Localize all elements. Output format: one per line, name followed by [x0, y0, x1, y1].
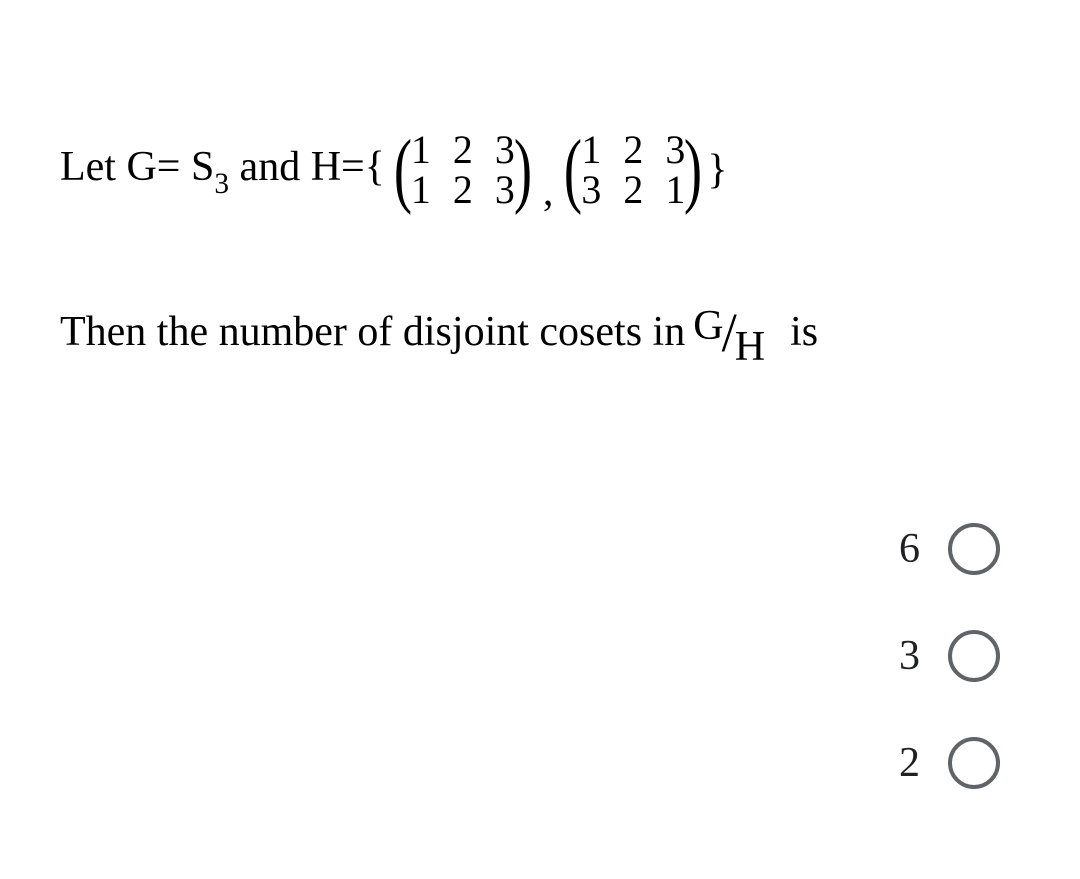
left-paren-icon: ( — [564, 136, 582, 203]
matrix-1: ( 1 2 3 1 2 3 ) — [389, 130, 537, 210]
radio-icon[interactable] — [948, 630, 1000, 682]
left-paren-icon: ( — [394, 136, 412, 203]
quotient-fraction: G / H — [693, 300, 765, 366]
option-row[interactable]: 2 — [899, 737, 1000, 789]
option-row[interactable]: 3 — [899, 630, 1000, 682]
radio-icon[interactable] — [948, 523, 1000, 575]
question-line-1: Let G= S3 and H={ ( 1 2 3 1 2 3 ) , ( — [60, 130, 1020, 210]
matrix-separator: , — [543, 167, 554, 217]
option-label: 6 — [899, 525, 920, 573]
closing-brace: } — [707, 145, 727, 195]
options-container: 6 3 2 — [899, 523, 1000, 789]
option-label: 3 — [899, 632, 920, 680]
radio-icon[interactable] — [948, 737, 1000, 789]
right-paren-icon: ) — [684, 136, 702, 203]
option-label: 2 — [899, 739, 920, 787]
right-paren-icon: ) — [514, 136, 532, 203]
text-then: Then the number of disjoint cosets in — [60, 307, 685, 357]
matrix-set: ( 1 2 3 1 2 3 ) , ( 1 2 — [389, 130, 728, 210]
text-is: is — [769, 307, 818, 357]
question-line-2: Then the number of disjoint cosets in G … — [60, 300, 1020, 366]
text-let-g: Let G= S3 and H={ — [60, 142, 385, 199]
option-row[interactable]: 6 — [899, 523, 1000, 575]
matrix-2: ( 1 2 3 3 2 1 ) — [559, 130, 707, 210]
